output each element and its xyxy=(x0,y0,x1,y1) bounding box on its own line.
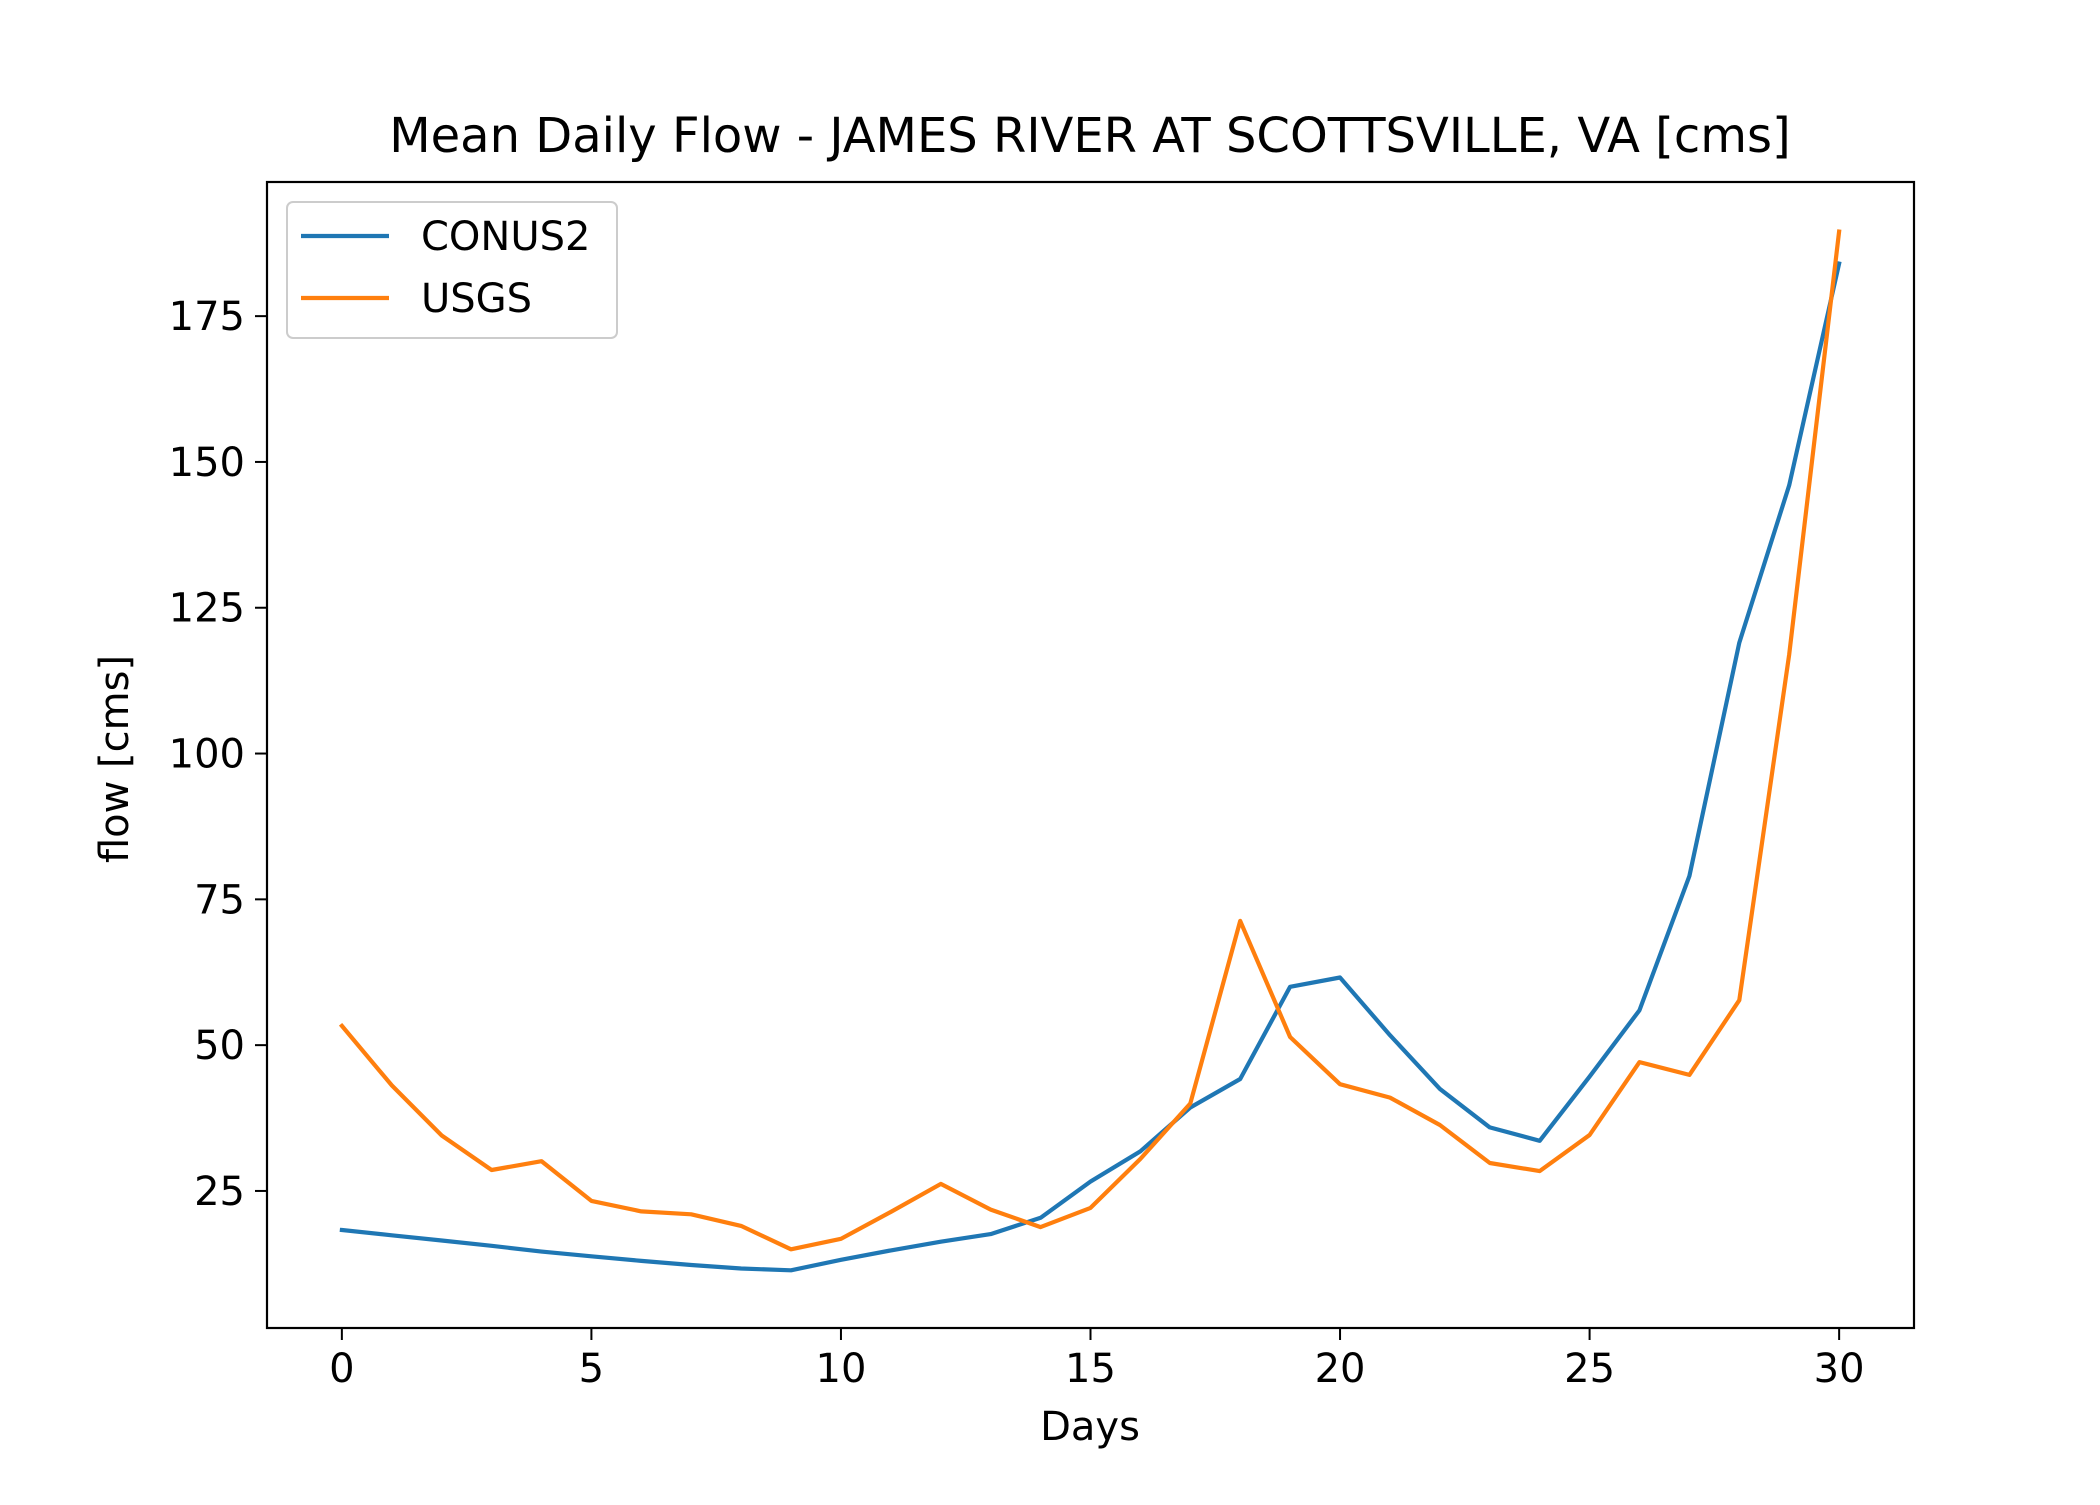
y-tick-label: 175 xyxy=(169,294,245,340)
x-tick-label: 25 xyxy=(1564,1346,1615,1392)
x-tick-label: 5 xyxy=(579,1346,604,1392)
y-tick-label: 50 xyxy=(194,1023,245,1069)
legend-label-usgs: USGS xyxy=(421,276,532,322)
legend-label-conus2: CONUS2 xyxy=(421,214,590,260)
y-tick-label: 100 xyxy=(169,732,245,778)
x-tick-label: 30 xyxy=(1814,1346,1865,1392)
x-axis-label: Days xyxy=(1040,1404,1140,1450)
chart-title: Mean Daily Flow - JAMES RIVER AT SCOTTSV… xyxy=(389,108,1791,164)
x-tick-label: 0 xyxy=(329,1346,354,1392)
x-tick-label: 10 xyxy=(816,1346,867,1392)
y-axis-label: flow [cms] xyxy=(92,655,138,863)
y-tick-label: 25 xyxy=(194,1169,245,1215)
y-tick-label: 125 xyxy=(169,586,245,632)
x-tick-label: 20 xyxy=(1315,1346,1366,1392)
y-tick-label: 75 xyxy=(194,877,245,923)
y-tick-label: 150 xyxy=(169,440,245,486)
series-line-usgs xyxy=(338,229,1842,1252)
x-tick-label: 15 xyxy=(1065,1346,1116,1392)
series-line-conus2 xyxy=(339,261,1842,1273)
